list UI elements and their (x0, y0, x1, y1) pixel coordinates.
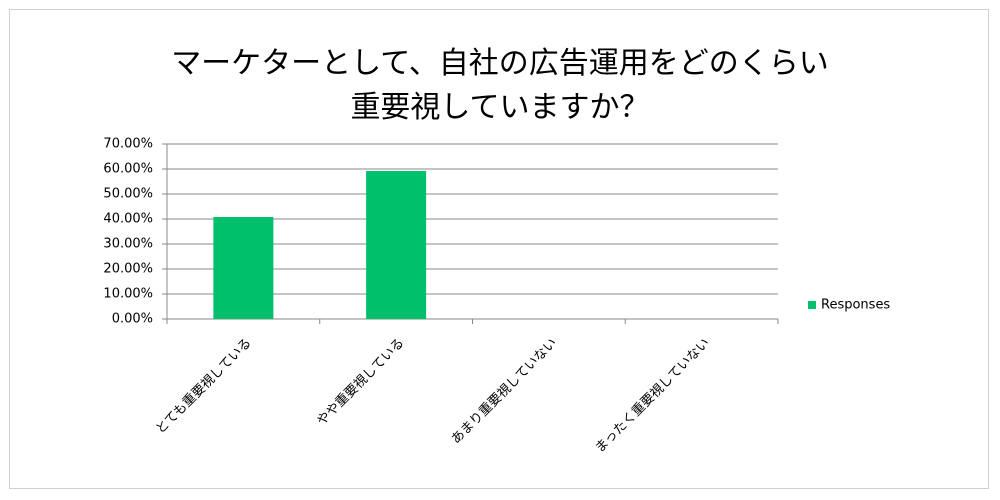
bar (366, 171, 427, 319)
chart-title: マーケターとして、自社の広告運用をどのくらい重要視していますか？ (171, 46, 829, 125)
y-tick-label: 40.00% (103, 212, 153, 227)
legend-swatch (808, 301, 816, 309)
y-tick-label: 10.00% (103, 287, 153, 302)
y-tick-label: 70.00% (103, 137, 153, 152)
y-tick-label: 30.00% (103, 237, 153, 252)
x-tick-label: まったく重要視していない (592, 335, 713, 456)
y-tick-label: 60.00% (103, 162, 153, 177)
y-tick-label: 50.00% (103, 187, 153, 202)
bar (213, 217, 274, 319)
x-tick-label: あまり重要視していない (448, 335, 560, 447)
x-tick-label: とても重要視している (152, 335, 254, 437)
x-tick-label: やや重要視している (314, 335, 408, 429)
chart-frame (9, 9, 989, 489)
y-tick-label: 20.00% (103, 262, 153, 277)
y-tick-label: 0.00% (112, 312, 153, 327)
legend-label: Responses (821, 298, 890, 313)
